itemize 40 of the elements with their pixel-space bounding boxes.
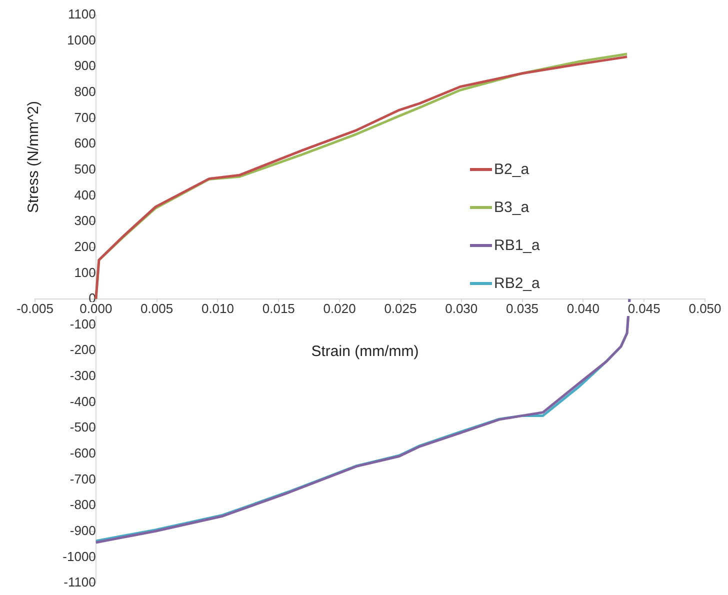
y-tick-label: 1100 (68, 6, 96, 22)
y-tick-label: -500 (70, 420, 96, 435)
legend-label: B3_a (494, 198, 530, 216)
x-tick-label: 0.010 (201, 301, 234, 316)
x-tick-label: 0.045 (628, 301, 660, 316)
y-tick-label: 300 (74, 213, 96, 228)
y-tick-label: -200 (70, 342, 96, 358)
y-tick-label: -100 (70, 316, 96, 332)
x-tick-label: -0.005 (16, 301, 54, 316)
x-tick-label: 0.035 (506, 301, 539, 316)
y-tick-label: 700 (74, 110, 96, 125)
x-tick-label: 0.020 (323, 301, 356, 316)
y-tick-label: -300 (70, 368, 96, 384)
legend-label: RB1_a (494, 236, 540, 254)
x-tick-label: 0.015 (262, 301, 295, 316)
x-tick-label: 0.005 (140, 301, 174, 316)
y-tick-label: -800 (70, 497, 96, 512)
y-tick-label: 100 (74, 264, 96, 280)
x-tick-label: 0.040 (566, 301, 600, 316)
y-tick-label: 500 (74, 161, 96, 176)
y-tick-label: -1000 (62, 548, 96, 564)
y-tick-label: 1000 (66, 32, 96, 48)
y-axis-title: Stress (N/mm^2) (25, 100, 42, 214)
y-tick-label: -700 (70, 471, 96, 486)
x-tick-label: 0.025 (384, 301, 417, 316)
y-tick-label: -900 (70, 522, 96, 538)
x-tick-label: 0.050 (688, 301, 722, 316)
x-axis-title: Strain (mm/mm) (311, 343, 419, 360)
legend-label: B2_a (494, 160, 530, 178)
y-tick-label: 800 (74, 84, 96, 100)
y-tick-label: 600 (74, 136, 96, 151)
x-tick-label: 0.000 (80, 301, 112, 316)
y-tick-label: 200 (74, 238, 96, 254)
y-tick-label: -600 (70, 445, 96, 460)
legend-label: RB2_a (494, 274, 540, 292)
x-tick-label: 0.030 (445, 301, 478, 316)
y-tick-label: -1100 (64, 574, 96, 590)
y-tick-label: 900 (74, 58, 96, 74)
y-tick-label: 400 (74, 187, 96, 202)
y-tick-label: -400 (70, 394, 96, 409)
